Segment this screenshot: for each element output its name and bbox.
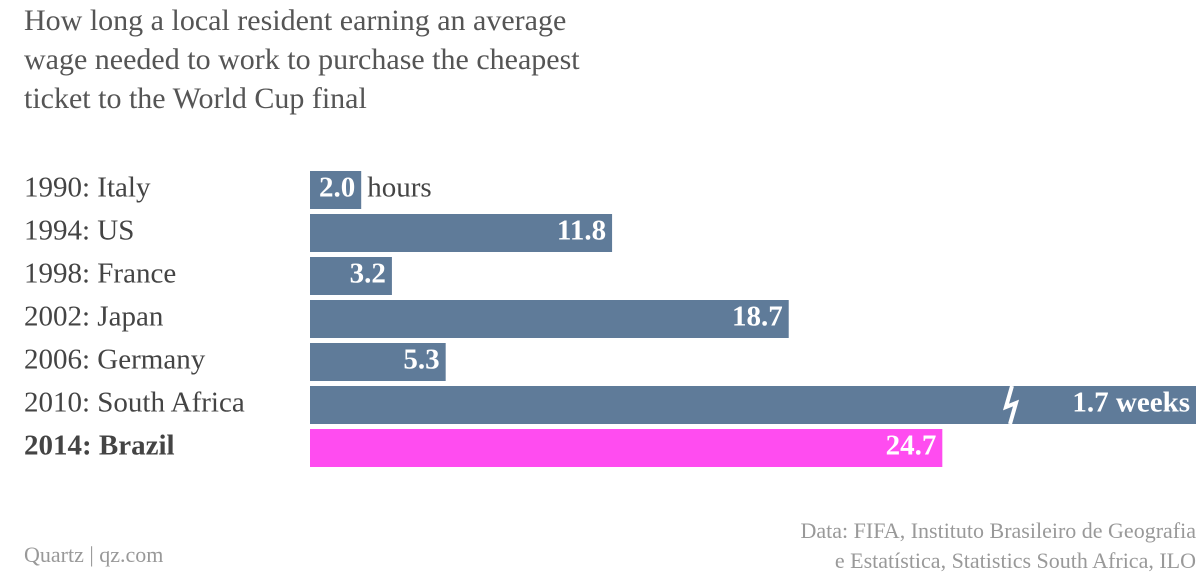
bar (310, 386, 1196, 424)
value-label: 24.7 (886, 430, 937, 462)
category-label: 2006: Germany (24, 344, 206, 376)
value-label: 2.0 (319, 172, 355, 204)
bar (310, 300, 789, 338)
value-label: 18.7 (732, 301, 783, 333)
chart-title: ticket to the World Cup final (24, 82, 367, 115)
category-label: 2014: Brazil (24, 430, 175, 462)
value-label: 3.2 (350, 258, 386, 290)
source: Data: FIFA, Instituto Brasileiro de Geog… (801, 518, 1197, 543)
category-label: 1994: US (24, 215, 134, 247)
axis-break (1002, 385, 1020, 425)
category-label: 2002: Japan (24, 301, 164, 333)
chart-title: wage needed to work to purchase the chea… (24, 43, 580, 76)
bar (310, 214, 613, 252)
value-label: 1.7 weeks (1072, 387, 1190, 419)
unit-label: hours (367, 172, 431, 204)
source: e Estatística, Statistics South Africa, … (835, 548, 1196, 573)
category-label: 2010: South Africa (24, 387, 245, 419)
chart-title: How long a local resident earning an ave… (24, 4, 566, 37)
value-label: 5.3 (403, 344, 439, 376)
value-label: 11.8 (557, 215, 606, 247)
bar (310, 257, 392, 295)
bar (310, 171, 362, 209)
category-label: 1998: France (24, 258, 176, 290)
bar (310, 429, 943, 467)
credit: Quartz | qz.com (24, 542, 163, 567)
bar (310, 343, 446, 381)
category-label: 1990: Italy (24, 172, 151, 204)
